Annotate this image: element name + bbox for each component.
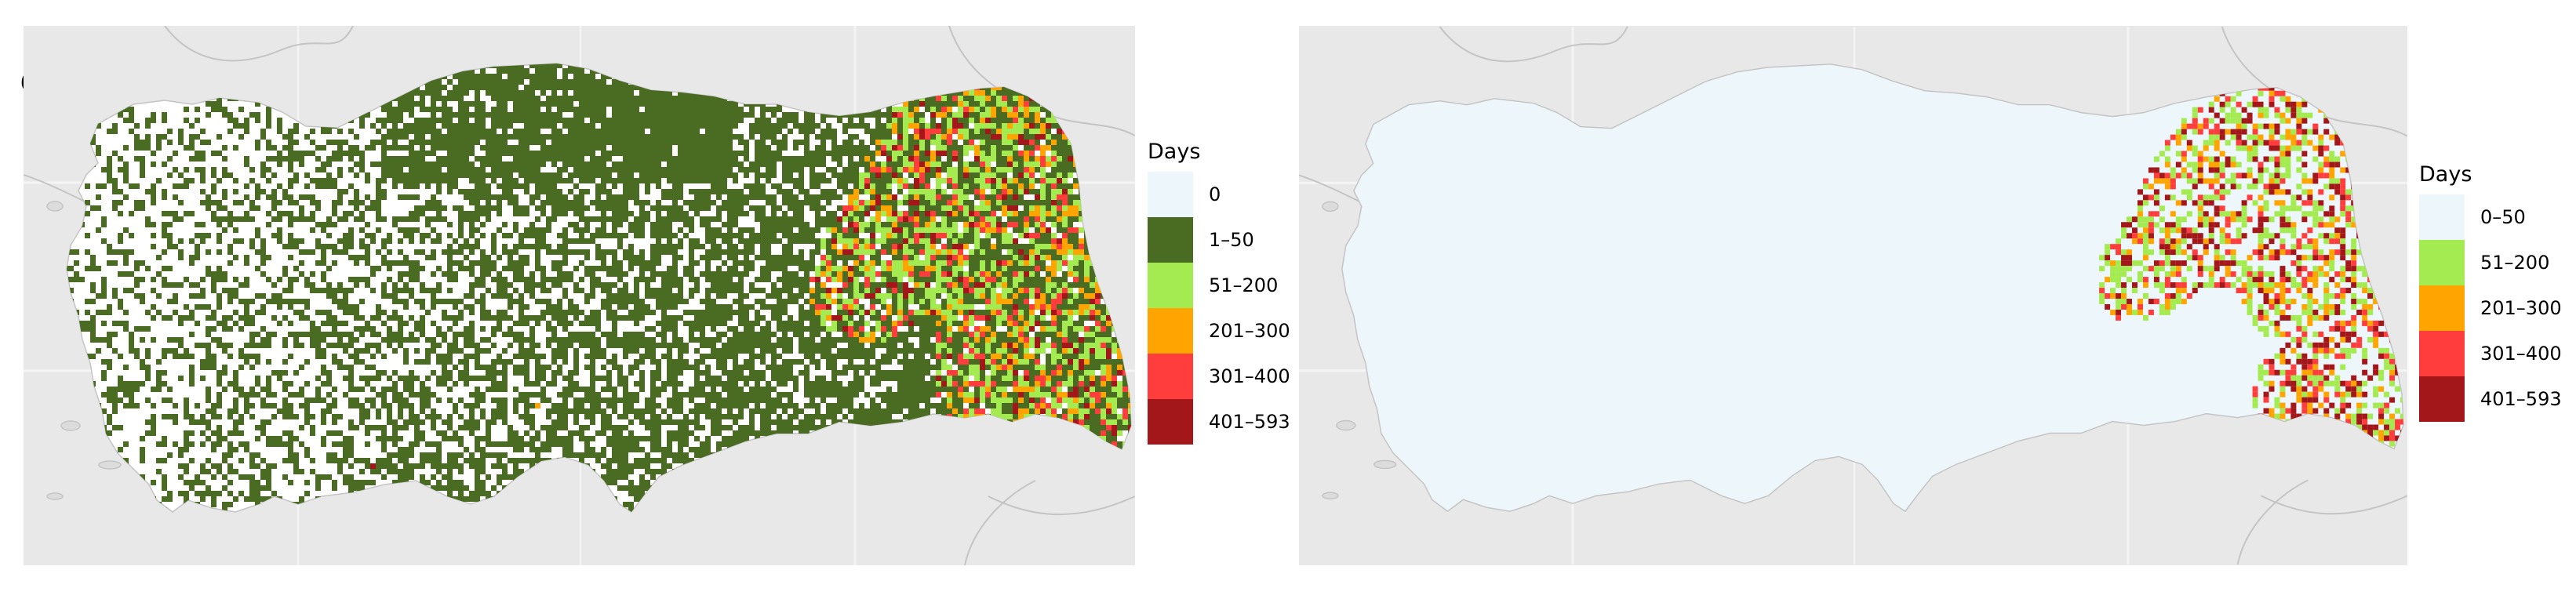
legend-label: 0–50 xyxy=(2480,206,2526,228)
legend-item: 301–400 xyxy=(2419,331,2562,376)
legend-a: Days 0 1–50 51–200 201–300 301–400 401–593 xyxy=(1148,140,1290,445)
legend-title-b: Days xyxy=(2419,162,2472,187)
legend-item: 0–50 xyxy=(2419,194,2562,240)
legend-swatch xyxy=(2419,194,2465,240)
legend-label: 301–400 xyxy=(2480,343,2562,365)
legend-item: 51–200 xyxy=(1148,263,1290,308)
legend-item: 401–593 xyxy=(2419,376,2562,422)
legend-item: 201–300 xyxy=(1148,308,1290,354)
legend-item: 201–300 xyxy=(2419,285,2562,331)
legend-item: 1–50 xyxy=(1148,217,1290,263)
turkey-landmass-b xyxy=(1341,64,2404,513)
legend-swatch xyxy=(2419,376,2465,422)
legend-swatch xyxy=(1148,399,1193,445)
legend-label: 51–200 xyxy=(2480,252,2550,274)
legend-swatch xyxy=(2419,240,2465,285)
legend-title-a: Days xyxy=(1148,140,1201,164)
legend-label: 51–200 xyxy=(1209,274,1279,296)
legend-swatch xyxy=(2419,285,2465,331)
legend-label: 0 xyxy=(1209,183,1221,205)
legend-swatch xyxy=(1148,217,1193,263)
legend-b: Days 0–50 51–200 201–300 301–400 401–593 xyxy=(2419,162,2562,422)
legend-item: 401–593 xyxy=(1148,399,1290,445)
legend-swatch xyxy=(1148,263,1193,308)
legend-label: 401–593 xyxy=(2480,388,2562,410)
legend-label: 201–300 xyxy=(2480,297,2562,319)
legend-label: 201–300 xyxy=(1209,320,1290,342)
map-panel-b xyxy=(1299,26,2407,565)
legend-swatch xyxy=(2419,331,2465,376)
legend-item: 301–400 xyxy=(1148,354,1290,399)
map-panel-a xyxy=(24,26,1135,565)
legend-swatch xyxy=(1148,308,1193,354)
map-a-canvas xyxy=(24,26,1135,565)
legend-item: 0 xyxy=(1148,172,1290,217)
legend-label: 301–400 xyxy=(1209,365,1290,387)
map-b-canvas xyxy=(1299,26,2407,565)
legend-label: 401–593 xyxy=(1209,411,1290,433)
legend-label: 1–50 xyxy=(1209,229,1254,251)
legend-swatch xyxy=(1148,172,1193,217)
legend-swatch xyxy=(1148,354,1193,399)
legend-item: 51–200 xyxy=(2419,240,2562,285)
